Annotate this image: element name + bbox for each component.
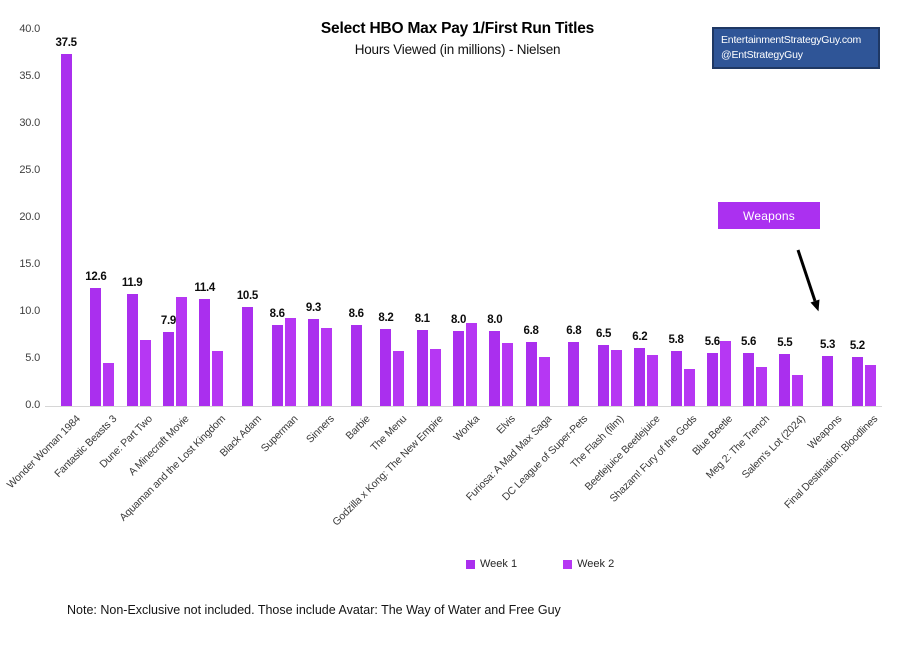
bar-week-2	[538, 357, 550, 406]
bar-week-2	[792, 374, 804, 406]
legend-label: Week 1	[480, 558, 518, 570]
y-axis-tick-label: 10.0	[19, 305, 40, 317]
bar-week-2	[139, 340, 151, 406]
bar-week-2	[175, 296, 187, 406]
bar-value-label: 5.8	[668, 334, 684, 347]
bar-value-label: 5.2	[849, 340, 865, 353]
bar-week-2	[429, 348, 441, 406]
y-axis-tick-label: 0.0	[25, 399, 40, 411]
bar-week-1	[380, 328, 392, 406]
bar-week-2	[103, 362, 115, 406]
bar-week-1	[568, 342, 580, 406]
y-axis-tick-label: 35.0	[19, 70, 40, 82]
bar-value-label: 7.9	[160, 314, 176, 327]
bar-week-1	[199, 298, 211, 406]
x-axis-line	[45, 406, 882, 407]
bar-value-label: 5.5	[777, 337, 793, 350]
bar-value-label: 5.6	[704, 336, 720, 349]
bar-week-2	[502, 343, 514, 406]
legend: Week 1 Week 2	[466, 558, 614, 570]
x-axis-category-label: Wonka	[450, 413, 482, 444]
bar-value-label: 6.8	[566, 325, 582, 338]
bar-week-1	[307, 318, 319, 406]
bar-week-2	[756, 367, 768, 406]
bar-value-label: 6.5	[595, 327, 612, 340]
bar-week-1	[525, 342, 537, 406]
y-axis-tick-label: 30.0	[19, 117, 40, 129]
annotation-arrow-icon	[796, 249, 820, 312]
bar-week-2	[683, 369, 695, 406]
badge-website: EntertainmentStrategyGuy.com	[721, 34, 862, 46]
bar-week-1	[743, 353, 755, 406]
x-axis-category-label: Barbie	[343, 413, 373, 443]
bar-value-label: 8.6	[269, 308, 285, 321]
x-axis-category-label: Meg 2: The Trench	[703, 413, 772, 482]
bar-value-label: 6.2	[632, 330, 648, 343]
bar-value-label: 11.9	[121, 277, 143, 290]
bar-value-label: 8.0	[487, 313, 503, 326]
footnote: Note: Non-Exclusive not included. Those …	[67, 603, 561, 617]
x-axis-category-label: Elvis	[494, 413, 518, 437]
bar-value-label: 12.6	[85, 270, 107, 283]
bar-value-label: 5.3	[820, 339, 836, 352]
bar-week-1	[416, 329, 428, 406]
bar-week-2	[284, 317, 296, 406]
bar-value-label: 37.5	[55, 36, 77, 49]
bar-week-1	[126, 294, 138, 406]
bar-value-label: 11.4	[194, 281, 215, 294]
bar-week-2	[647, 355, 659, 406]
bar-week-1	[271, 325, 283, 406]
bar-value-label: 9.3	[305, 301, 321, 314]
weapons-annotation-label: Weapons	[718, 202, 820, 229]
legend-item-week-2: Week 2	[563, 558, 614, 570]
x-axis-category-label: Superman	[258, 413, 301, 455]
bar-value-label: 8.1	[414, 312, 430, 325]
brand-badge: EntertainmentStrategyGuy.com @EntStrateg…	[712, 27, 880, 70]
bar-week-1	[453, 330, 464, 406]
x-axis-category-label: Salem's Lot (2024)	[739, 413, 808, 482]
badge-handle: @EntStrategyGuy	[721, 49, 803, 62]
bar-value-label: 5.6	[741, 336, 757, 349]
legend-swatch-icon	[563, 559, 573, 569]
bar-week-2	[393, 351, 405, 406]
bar-value-label: 6.8	[523, 325, 539, 338]
bar-value-label: 10.5	[236, 290, 259, 303]
x-axis-category-label: Fantastic Beasts 3	[51, 413, 119, 481]
bar-week-1	[489, 330, 501, 406]
y-axis-tick-label: 5.0	[25, 352, 40, 364]
legend-label: Week 2	[577, 558, 615, 570]
bar-week-2	[466, 323, 477, 406]
bar-week-1	[670, 351, 682, 406]
bar-value-label: 8.2	[378, 311, 394, 324]
legend-swatch-icon	[466, 559, 475, 569]
y-axis-tick-label: 15.0	[19, 258, 40, 270]
bar-week-2	[719, 341, 731, 406]
chart-title: Select HBO Max Pay 1/First Run Titles	[320, 20, 595, 37]
bar-week-1	[350, 325, 362, 406]
bar-week-1	[779, 354, 791, 406]
bar-week-1	[60, 53, 72, 406]
bar-week-1	[706, 353, 718, 406]
bar-week-1	[162, 331, 174, 406]
bar-week-2	[611, 349, 623, 406]
bar-week-1	[851, 357, 863, 406]
bar-value-label: 8.6	[348, 308, 364, 321]
x-axis-category-label: Sinners	[303, 413, 337, 446]
y-axis-tick-label: 40.0	[19, 23, 40, 35]
bar-week-1	[241, 307, 253, 406]
bar-week-1	[822, 356, 834, 406]
bar-week-1	[90, 287, 102, 406]
bar-week-2	[212, 350, 224, 406]
bar-week-1	[598, 344, 610, 406]
bar-week-2	[320, 327, 332, 406]
bar-week-2	[864, 364, 876, 406]
y-axis-tick-label: 20.0	[19, 211, 40, 223]
bar-week-1	[634, 347, 646, 406]
chart-subtitle: Hours Viewed (in millions) - Nielsen	[354, 42, 561, 57]
legend-item-week-1: Week 1	[466, 558, 517, 570]
y-axis-tick-label: 25.0	[19, 164, 40, 176]
bar-value-label: 8.0	[450, 313, 467, 326]
